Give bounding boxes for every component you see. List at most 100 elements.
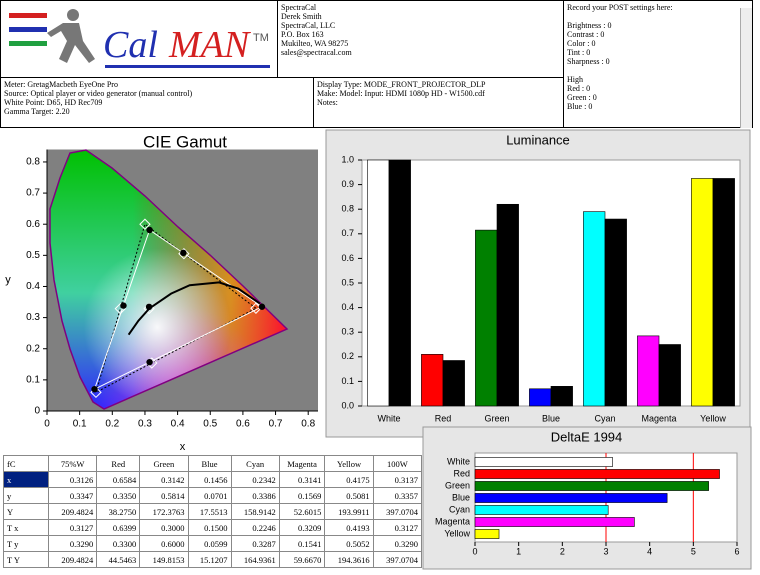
logo-man: MAN bbox=[168, 24, 252, 66]
gamut-triangle bbox=[95, 223, 257, 394]
chart-title: CIE Gamut bbox=[143, 132, 227, 151]
display-line: Display Type: MODE_FRONT_PROJECTOR_DLP bbox=[317, 80, 486, 89]
locus-curve bbox=[127, 281, 261, 336]
x-tick-label: 0.8 bbox=[301, 419, 315, 430]
display-line: Notes: bbox=[317, 98, 338, 107]
scrollbar[interactable] bbox=[740, 8, 752, 128]
post-setting: Tint : 0 bbox=[567, 48, 591, 57]
y-tick-label: 0.1 bbox=[26, 375, 40, 386]
table-cell: 193.9911 bbox=[324, 503, 374, 520]
x-tick-label: 0.6 bbox=[236, 419, 250, 430]
y-tick-label: 0.8 bbox=[26, 157, 40, 168]
table-row: T y 0.3290 0.3300 0.6000 0.0599 0.3287 0.1541 0… bbox=[3, 535, 423, 552]
measured-point bbox=[146, 226, 153, 234]
logo-stripe bbox=[9, 27, 47, 32]
contact-line: Derek Smith bbox=[281, 12, 322, 21]
x-axis-label: x bbox=[180, 441, 186, 453]
bar bbox=[475, 229, 498, 407]
x-tick-label: 0.1 bbox=[73, 419, 87, 430]
target-point bbox=[250, 302, 262, 314]
target-point bbox=[178, 248, 190, 260]
bar bbox=[474, 469, 720, 479]
table-cell: 164.9361 bbox=[230, 551, 280, 568]
target-point bbox=[90, 386, 102, 399]
y-tick-label: 0.0 bbox=[341, 400, 354, 410]
y-tick-label: 0 bbox=[34, 406, 40, 417]
y-tick-label: 1.0 bbox=[341, 154, 354, 164]
table-cell: 0.0701 bbox=[187, 487, 232, 504]
bar bbox=[388, 159, 411, 407]
table-cell: 0.3127 bbox=[372, 519, 423, 536]
table-cell: 44.5463 bbox=[96, 551, 141, 568]
table-cell: 0.3300 bbox=[96, 535, 141, 552]
table-cell: T y bbox=[3, 535, 49, 552]
post-box: Record your POST settings here: Brightne… bbox=[563, 0, 753, 128]
table-cell: 209.4824 bbox=[47, 503, 98, 520]
table-row: T Y 209.4824 44.5463 149.8153 15.1207 164.936… bbox=[3, 551, 423, 568]
table-cell: 0.3357 bbox=[372, 487, 423, 504]
x-tick-label: 0 bbox=[472, 546, 477, 556]
table-cell: Y bbox=[3, 503, 49, 520]
logo-box: Cal MAN TM bbox=[0, 0, 278, 78]
logo-tm: TM bbox=[253, 32, 269, 44]
table-cell: 172.3763 bbox=[139, 503, 189, 520]
x-tick-label: 0.3 bbox=[138, 419, 152, 430]
table-cell: 0.5814 bbox=[139, 487, 189, 504]
bar bbox=[583, 211, 606, 407]
x-tick-label: Magenta bbox=[641, 413, 676, 423]
table-cell: 0.3127 bbox=[47, 519, 98, 536]
post-settings: Brightness : 0 Contrast : 0 Color : 0 Tint … bbox=[567, 21, 738, 66]
table-cell: 0.3350 bbox=[96, 487, 141, 504]
table-cell: Green bbox=[139, 455, 189, 472]
bar bbox=[474, 457, 613, 467]
post-high-setting: Red : 0 bbox=[567, 84, 591, 93]
target-point bbox=[143, 302, 155, 315]
y-tick-label: White bbox=[447, 456, 470, 466]
table-cell: 0.2246 bbox=[230, 519, 280, 536]
bar bbox=[474, 505, 609, 515]
x-tick-label: 5 bbox=[691, 546, 696, 556]
table-cell: fC bbox=[3, 455, 49, 472]
contact-line: sales@spectracal.com bbox=[281, 48, 352, 57]
x-tick-label: White bbox=[377, 413, 400, 423]
table-cell: 0.1569 bbox=[278, 487, 326, 504]
x-tick-label: Red bbox=[435, 413, 452, 423]
table-cell: 397.0704 bbox=[372, 503, 423, 520]
meter-line: Meter: GretagMacbeth EyeOne Pro bbox=[4, 80, 118, 89]
table-cell: 15.1207 bbox=[187, 551, 232, 568]
table-row: T x 0.3127 0.6399 0.3000 0.1500 0.2246 0.3209 0… bbox=[3, 519, 423, 536]
x-tick-label: 0 bbox=[44, 419, 50, 430]
table-cell: 0.3000 bbox=[139, 519, 189, 536]
deltae-plot bbox=[474, 452, 738, 543]
meter-line: Source: Optical player or video generato… bbox=[4, 89, 193, 98]
x-tick-label: 4 bbox=[647, 546, 652, 556]
table-cell: 209.4824 bbox=[47, 551, 98, 568]
table-row: Y 209.4824 38.2750 172.3763 17.5513 158.9142 5… bbox=[3, 503, 423, 520]
luminance-plot bbox=[361, 159, 741, 407]
bar bbox=[474, 517, 635, 527]
table-cell: 0.3142 bbox=[139, 471, 189, 488]
luminance-panel bbox=[325, 129, 751, 438]
table-cell: 38.2750 bbox=[96, 503, 141, 520]
bar bbox=[658, 344, 681, 407]
contact-line: SpectraCal bbox=[281, 3, 317, 12]
y-tick-label: 0.3 bbox=[26, 312, 40, 323]
table-cell: T Y bbox=[3, 551, 49, 568]
table-cell: 0.5081 bbox=[324, 487, 374, 504]
table-cell: 149.8153 bbox=[139, 551, 189, 568]
y-tick-label: 0.4 bbox=[341, 302, 354, 312]
table-cell: Red bbox=[96, 455, 141, 472]
bar bbox=[474, 481, 709, 491]
post-setting: Contrast : 0 bbox=[567, 30, 605, 39]
x-tick-label: Green bbox=[484, 413, 509, 423]
bar bbox=[712, 178, 735, 407]
display-box: Display Type: MODE_FRONT_PROJECTOR_DLP Ma… bbox=[313, 77, 564, 128]
y-tick-label: 0.5 bbox=[341, 277, 354, 287]
post-high-setting: Green : 0 bbox=[567, 93, 597, 102]
table-cell: 100W bbox=[372, 455, 423, 472]
table-cell: 0.3290 bbox=[372, 535, 423, 552]
bar bbox=[550, 386, 573, 407]
x-tick-label: 2 bbox=[560, 546, 565, 556]
runner-icon bbox=[47, 9, 95, 63]
